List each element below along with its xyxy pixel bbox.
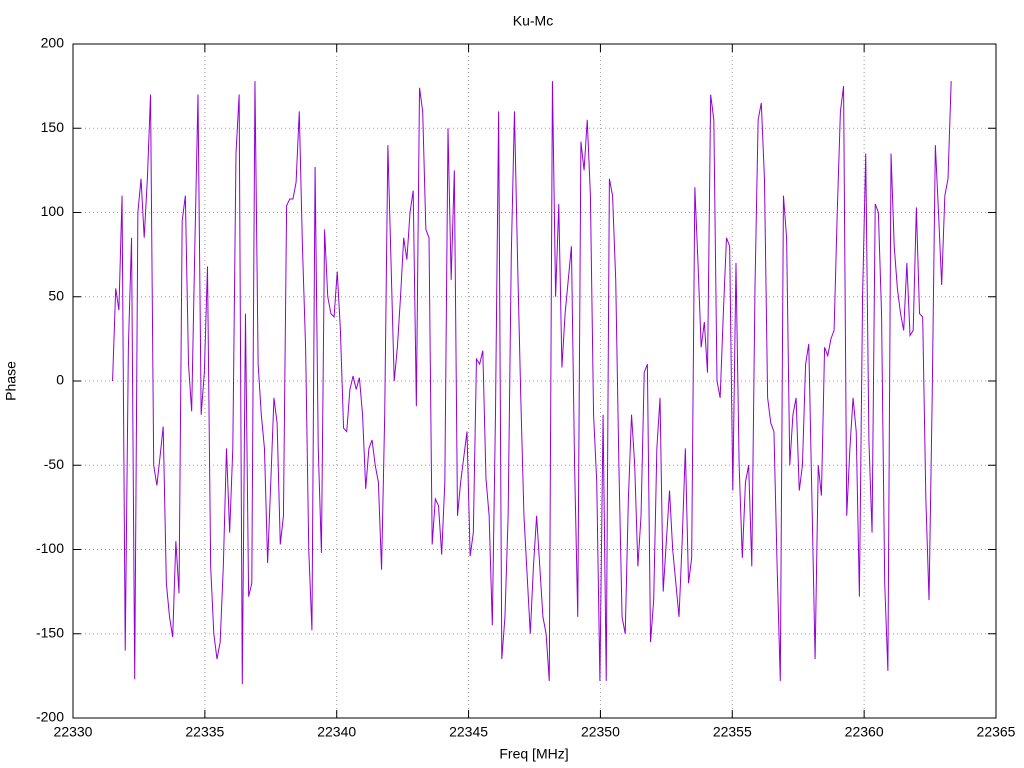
x-axis-label: Freq [MHz] — [499, 746, 568, 762]
plot-frame — [72, 43, 997, 719]
y-tick-label: -50 — [44, 456, 64, 472]
y-tick-label: 50 — [48, 287, 64, 303]
x-tick-label: 22365 — [977, 724, 1016, 740]
y-tick-label: -200 — [36, 709, 64, 725]
x-tick-label: 22345 — [449, 724, 488, 740]
x-tick-label: 22350 — [581, 724, 620, 740]
x-tick-label: 22335 — [185, 724, 224, 740]
x-tick-label: 22330 — [54, 724, 93, 740]
y-tick-label: 150 — [41, 119, 65, 135]
y-tick-label: -150 — [36, 624, 64, 640]
chart-title: Ku-Mc — [513, 13, 553, 29]
x-tick-label: 22360 — [845, 724, 884, 740]
x-tick-label: 22355 — [713, 724, 752, 740]
y-axis-label: Phase — [3, 361, 19, 401]
y-tick-label: 200 — [41, 35, 65, 51]
y-tick-label: 100 — [41, 203, 65, 219]
y-tick-label: 0 — [56, 372, 64, 388]
y-tick-label: -100 — [36, 540, 64, 556]
x-tick-label: 22340 — [317, 724, 356, 740]
data-line — [112, 81, 952, 685]
